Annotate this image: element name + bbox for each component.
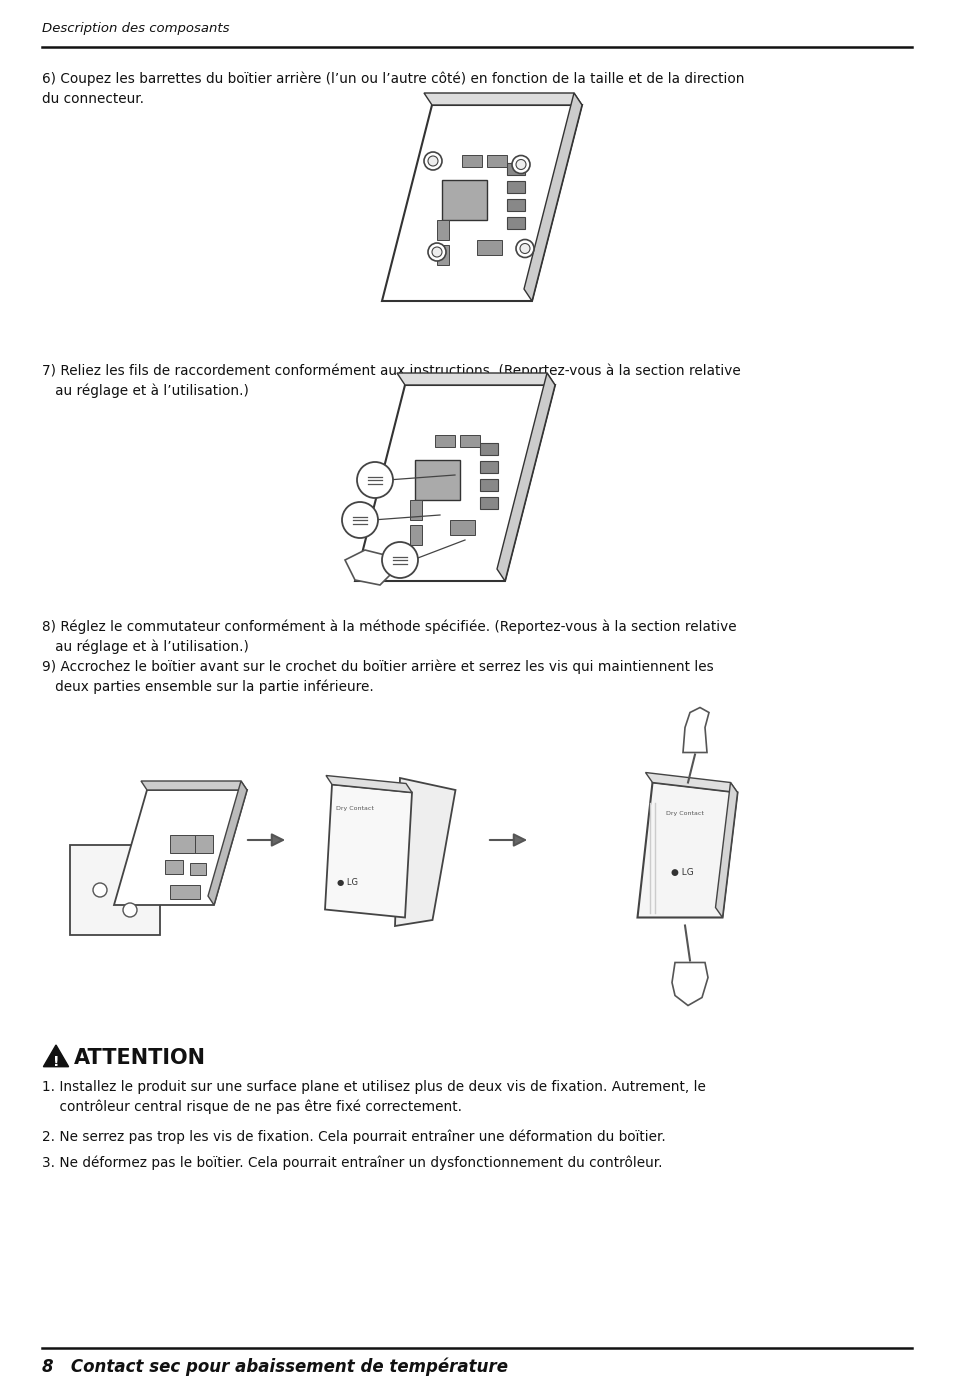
Text: 6) Coupez les barrettes du boïtier arrière (l’un ou l’autre côté) en fonction de: 6) Coupez les barrettes du boïtier arriè… xyxy=(42,71,743,87)
Bar xyxy=(165,860,183,874)
Polygon shape xyxy=(682,707,708,753)
Text: ● LG: ● LG xyxy=(337,878,358,888)
Bar xyxy=(435,435,455,447)
Polygon shape xyxy=(326,776,412,792)
Bar xyxy=(459,435,479,447)
Text: deux parties ensemble sur la partie inférieure.: deux parties ensemble sur la partie infé… xyxy=(42,680,374,694)
Circle shape xyxy=(432,246,441,258)
Polygon shape xyxy=(381,105,581,301)
Circle shape xyxy=(123,903,137,917)
Bar xyxy=(441,181,486,220)
Text: ● LG: ● LG xyxy=(670,868,693,876)
Text: Dry Contact: Dry Contact xyxy=(665,811,703,816)
Text: du connecteur.: du connecteur. xyxy=(42,92,144,106)
Polygon shape xyxy=(423,92,581,105)
Circle shape xyxy=(92,883,107,897)
Bar xyxy=(479,497,497,510)
Text: 3. Ne déformez pas le boïtier. Cela pourrait entraîner un dysfonctionnement du c: 3. Ne déformez pas le boïtier. Cela pour… xyxy=(42,1156,661,1170)
Text: 1. Installez le produit sur une surface plane et utilisez plus de deux vis de fi: 1. Installez le produit sur une surface … xyxy=(42,1079,705,1093)
Circle shape xyxy=(356,462,393,498)
Bar xyxy=(170,834,194,853)
Bar xyxy=(415,461,459,500)
Text: 8) Réglez le commutateur conformément à la méthode spécifiée. (Reportez-vous à l: 8) Réglez le commutateur conformément à … xyxy=(42,620,736,634)
Text: Dry Contact: Dry Contact xyxy=(335,806,374,811)
Polygon shape xyxy=(325,784,412,917)
Circle shape xyxy=(381,542,417,578)
Polygon shape xyxy=(395,778,455,925)
Bar xyxy=(436,245,449,265)
Circle shape xyxy=(341,503,377,538)
Circle shape xyxy=(512,155,530,174)
Text: !: ! xyxy=(52,1056,59,1070)
Text: au réglage et à l’utilisation.): au réglage et à l’utilisation.) xyxy=(42,640,249,655)
Bar xyxy=(479,461,497,473)
Polygon shape xyxy=(43,1044,69,1067)
Bar xyxy=(461,155,481,167)
Polygon shape xyxy=(345,550,395,585)
Text: contrôleur central risque de ne pas être fixé correctement.: contrôleur central risque de ne pas être… xyxy=(42,1100,461,1114)
Bar xyxy=(410,525,421,545)
Circle shape xyxy=(428,244,446,260)
Text: 7) Reliez les fils de raccordement conformément aux instructions. (Reportez-vous: 7) Reliez les fils de raccordement confo… xyxy=(42,363,740,378)
Text: ATTENTION: ATTENTION xyxy=(74,1049,206,1068)
Bar xyxy=(436,220,449,239)
Bar xyxy=(506,162,524,175)
Bar xyxy=(486,155,506,167)
Polygon shape xyxy=(208,781,247,904)
Polygon shape xyxy=(113,790,247,904)
Polygon shape xyxy=(396,372,555,385)
Bar xyxy=(410,500,421,519)
Text: 8   Contact sec pour abaissement de température: 8 Contact sec pour abaissement de tempér… xyxy=(42,1358,507,1376)
Circle shape xyxy=(516,160,525,169)
Text: Description des composants: Description des composants xyxy=(42,22,230,35)
Bar xyxy=(506,199,524,211)
Polygon shape xyxy=(70,846,160,935)
Bar xyxy=(450,519,475,535)
Text: au réglage et à l’utilisation.): au réglage et à l’utilisation.) xyxy=(42,384,249,398)
Text: 2. Ne serrez pas trop les vis de fixation. Cela pourrait entraîner une déformati: 2. Ne serrez pas trop les vis de fixatio… xyxy=(42,1130,665,1145)
Bar xyxy=(476,239,501,255)
Bar xyxy=(479,479,497,491)
Bar xyxy=(506,181,524,193)
Bar xyxy=(190,862,206,875)
Circle shape xyxy=(423,153,441,169)
Bar xyxy=(479,442,497,455)
Circle shape xyxy=(519,244,530,253)
Polygon shape xyxy=(715,783,737,917)
Bar xyxy=(194,834,213,853)
Polygon shape xyxy=(637,783,737,917)
Circle shape xyxy=(428,155,437,167)
Bar xyxy=(506,217,524,230)
Bar xyxy=(170,885,200,899)
Polygon shape xyxy=(355,385,555,581)
Text: 9) Accrochez le boïtier avant sur le crochet du boïtier arrière et serrez les vi: 9) Accrochez le boïtier avant sur le cro… xyxy=(42,659,713,675)
Polygon shape xyxy=(523,92,581,301)
Circle shape xyxy=(516,239,534,258)
Polygon shape xyxy=(497,372,555,581)
Polygon shape xyxy=(141,781,247,790)
Polygon shape xyxy=(645,773,737,792)
Polygon shape xyxy=(671,963,707,1005)
